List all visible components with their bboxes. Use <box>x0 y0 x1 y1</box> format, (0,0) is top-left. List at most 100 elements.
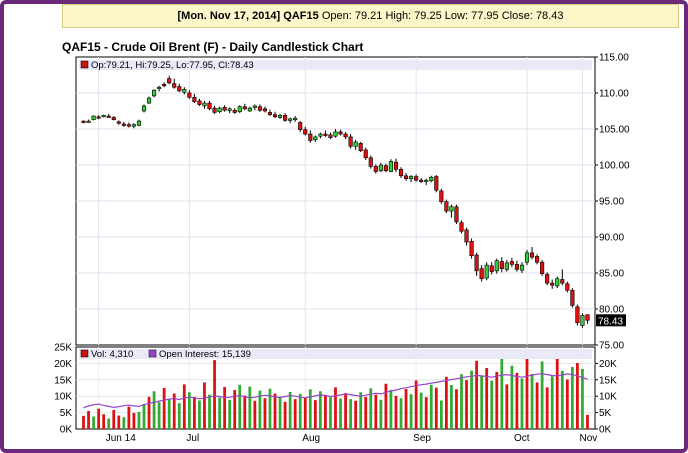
candle-body <box>565 283 570 291</box>
volume-bar <box>540 361 544 429</box>
volume-bar <box>334 387 337 429</box>
volume-legend-text: Vol: 4,310 <box>91 349 133 360</box>
volume-bar <box>500 356 504 429</box>
candle-body <box>111 117 116 120</box>
candle-body <box>358 143 363 151</box>
candle-body <box>353 141 358 147</box>
candle-body <box>91 115 96 120</box>
volume-bar <box>92 416 95 429</box>
candle-body <box>343 133 348 138</box>
volume-bar <box>177 403 181 429</box>
x-tick-label: Sep <box>413 433 431 444</box>
volume-bar <box>248 386 252 429</box>
volume-bar <box>535 382 539 429</box>
close-value: 78.43 <box>535 10 564 22</box>
volume-right-tick-label: 0K <box>599 425 612 436</box>
volume-bar <box>132 412 136 429</box>
candle-body <box>419 179 424 182</box>
candle-body <box>298 122 303 131</box>
volume-bar <box>112 409 116 429</box>
candle-body <box>96 116 101 119</box>
volume-bar <box>107 418 111 429</box>
candle-body <box>262 108 268 112</box>
x-tick-label: Aug <box>302 433 320 444</box>
candle-body <box>197 100 202 105</box>
volume-bar <box>565 379 569 429</box>
candle-body <box>81 120 86 123</box>
volume-bar <box>182 384 186 429</box>
candle-body <box>328 134 333 138</box>
volume-bar <box>193 396 196 429</box>
volume-right-tick-label: 20K <box>599 359 617 370</box>
volume-bar <box>243 395 247 429</box>
volume-bar <box>550 376 554 429</box>
candle-body <box>157 86 162 90</box>
volume-left-tick-label: 25K <box>54 343 72 354</box>
candle-body <box>519 264 525 271</box>
volume-bar <box>510 365 514 429</box>
candle-body <box>348 136 353 147</box>
volume-bar <box>520 378 524 429</box>
volume-bar <box>460 374 463 429</box>
volume-bar <box>399 398 403 429</box>
high-value: 79.25 <box>414 10 442 22</box>
price-tick-label: 90.00 <box>599 233 624 244</box>
candle-body <box>136 120 142 126</box>
open-interest-legend-text: Open Interest: 15,139 <box>159 349 251 360</box>
volume-bar <box>444 376 448 429</box>
volume-bar <box>545 387 549 429</box>
price-legend-swatch <box>80 60 89 69</box>
volume-bar <box>157 402 161 429</box>
volume-bar <box>82 415 85 429</box>
volume-bar <box>490 380 494 429</box>
volume-bar <box>313 400 317 429</box>
candle-body <box>247 107 252 112</box>
volume-bar <box>87 410 90 429</box>
candle-body <box>222 107 227 111</box>
quote-symbol: QAF15 <box>283 10 319 22</box>
candle-body <box>429 176 434 182</box>
candle-body <box>545 274 550 284</box>
candle-body <box>283 115 288 121</box>
candle-body <box>454 206 459 223</box>
candle-body <box>550 282 555 286</box>
low-label: Low: <box>444 10 469 22</box>
candle-body <box>267 112 273 115</box>
volume-bar <box>344 393 347 429</box>
candle-body <box>177 86 182 92</box>
close-label: Close: <box>501 10 533 22</box>
candle-body <box>414 176 419 181</box>
volume-bar <box>303 397 307 429</box>
candle-body <box>187 92 192 98</box>
candle-body <box>434 176 439 191</box>
x-tick-label: Jun 14 <box>106 433 136 444</box>
candle-body <box>131 124 136 127</box>
candle-body <box>409 176 414 179</box>
chart-title: QAF15 - Crude Oil Brent (F) - Daily Cand… <box>62 40 364 54</box>
volume-bar <box>339 398 342 429</box>
candle-body <box>499 261 504 269</box>
volume-bar <box>364 396 368 429</box>
volume-bar <box>404 388 408 429</box>
candle-body <box>217 107 222 113</box>
candle-body <box>393 161 399 170</box>
price-tick-label: 115.00 <box>599 53 629 64</box>
volume-bar <box>429 384 433 429</box>
candle-body <box>560 279 565 284</box>
volume-bar <box>581 368 584 429</box>
candle-body <box>535 256 540 263</box>
candle-body <box>257 106 262 111</box>
volume-bar <box>152 391 156 429</box>
candle-body <box>479 268 484 280</box>
open-label: Open: <box>321 10 352 22</box>
volume-bar <box>560 370 564 429</box>
volume-bar <box>414 380 418 429</box>
price-tick-label: 75.00 <box>599 341 624 352</box>
volume-bar <box>97 408 101 429</box>
volume-bar <box>354 400 358 429</box>
candle-body <box>368 157 373 167</box>
price-tick-label: 85.00 <box>599 269 624 280</box>
candle-body <box>474 254 479 272</box>
volume-bar <box>167 398 171 429</box>
